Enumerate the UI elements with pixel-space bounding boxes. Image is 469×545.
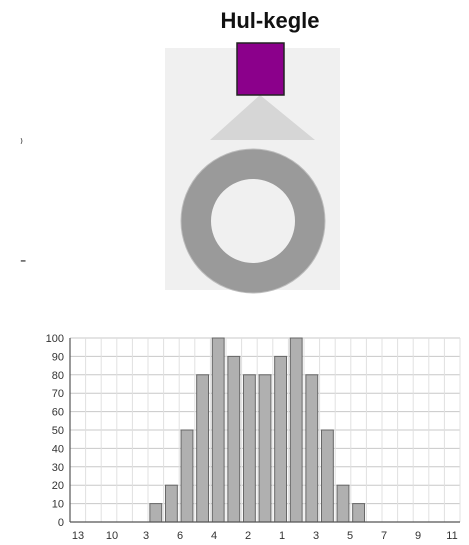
ring-highlight: [180, 148, 326, 294]
x-tick-label: 6: [177, 530, 183, 542]
x-tick-label: 4: [211, 530, 217, 542]
x-tick-label: 9: [415, 530, 421, 542]
y-axis-ticks: 0 10 20 30 40 50 60 70 80 90 100: [46, 333, 64, 529]
x-tick-label: 10: [106, 530, 118, 542]
y-tick-label: 90: [52, 351, 64, 363]
x-tick-label: 1: [279, 530, 285, 542]
bar: [211, 337, 225, 523]
bar: [305, 374, 319, 523]
bar: [196, 374, 210, 523]
hollow-ring: [181, 149, 325, 293]
y-tick-label: 70: [52, 388, 64, 400]
x-axis-ticks: 13 10 3 6 4 2 1 3 5 7 9 11: [72, 530, 458, 542]
hollow-cone-illustration: [165, 42, 340, 294]
bar: [336, 484, 350, 523]
bar: [352, 503, 366, 523]
bar: [164, 484, 178, 523]
bar: [274, 355, 288, 523]
y-tick-label: 30: [52, 462, 64, 474]
x-tick-label: 3: [143, 530, 149, 542]
x-tick-label: 2: [245, 530, 251, 542]
x-tick-label: 3: [313, 530, 319, 542]
diagram-title: Hul-kegle: [220, 8, 320, 33]
y-tick-label: 10: [52, 499, 64, 511]
bar: [180, 429, 194, 523]
x-tick-label: 11: [446, 530, 457, 542]
x-tick-label: 5: [347, 530, 353, 542]
y-tick-label: 60: [52, 407, 64, 419]
y-tick-label: 20: [52, 480, 64, 492]
left-mark-2: ⁼: [20, 256, 27, 270]
bar: [242, 374, 256, 523]
chart-bars: [149, 337, 366, 523]
left-mark-1: ⁾: [20, 136, 23, 150]
y-tick-label: 40: [52, 443, 64, 455]
x-tick-label: 7: [381, 530, 387, 542]
bar: [320, 429, 334, 523]
bar: [258, 374, 272, 523]
x-tick-label: 13: [72, 530, 84, 542]
light-cone: [210, 95, 315, 140]
y-tick-label: 50: [52, 425, 64, 437]
light-source-square: [236, 42, 285, 96]
y-tick-label: 80: [52, 370, 64, 382]
bar: [289, 337, 303, 523]
bar: [227, 355, 241, 523]
y-tick-label: 100: [46, 333, 64, 345]
y-tick-label: 0: [58, 517, 64, 529]
chart-axes: [69, 338, 460, 523]
bar: [149, 503, 163, 523]
